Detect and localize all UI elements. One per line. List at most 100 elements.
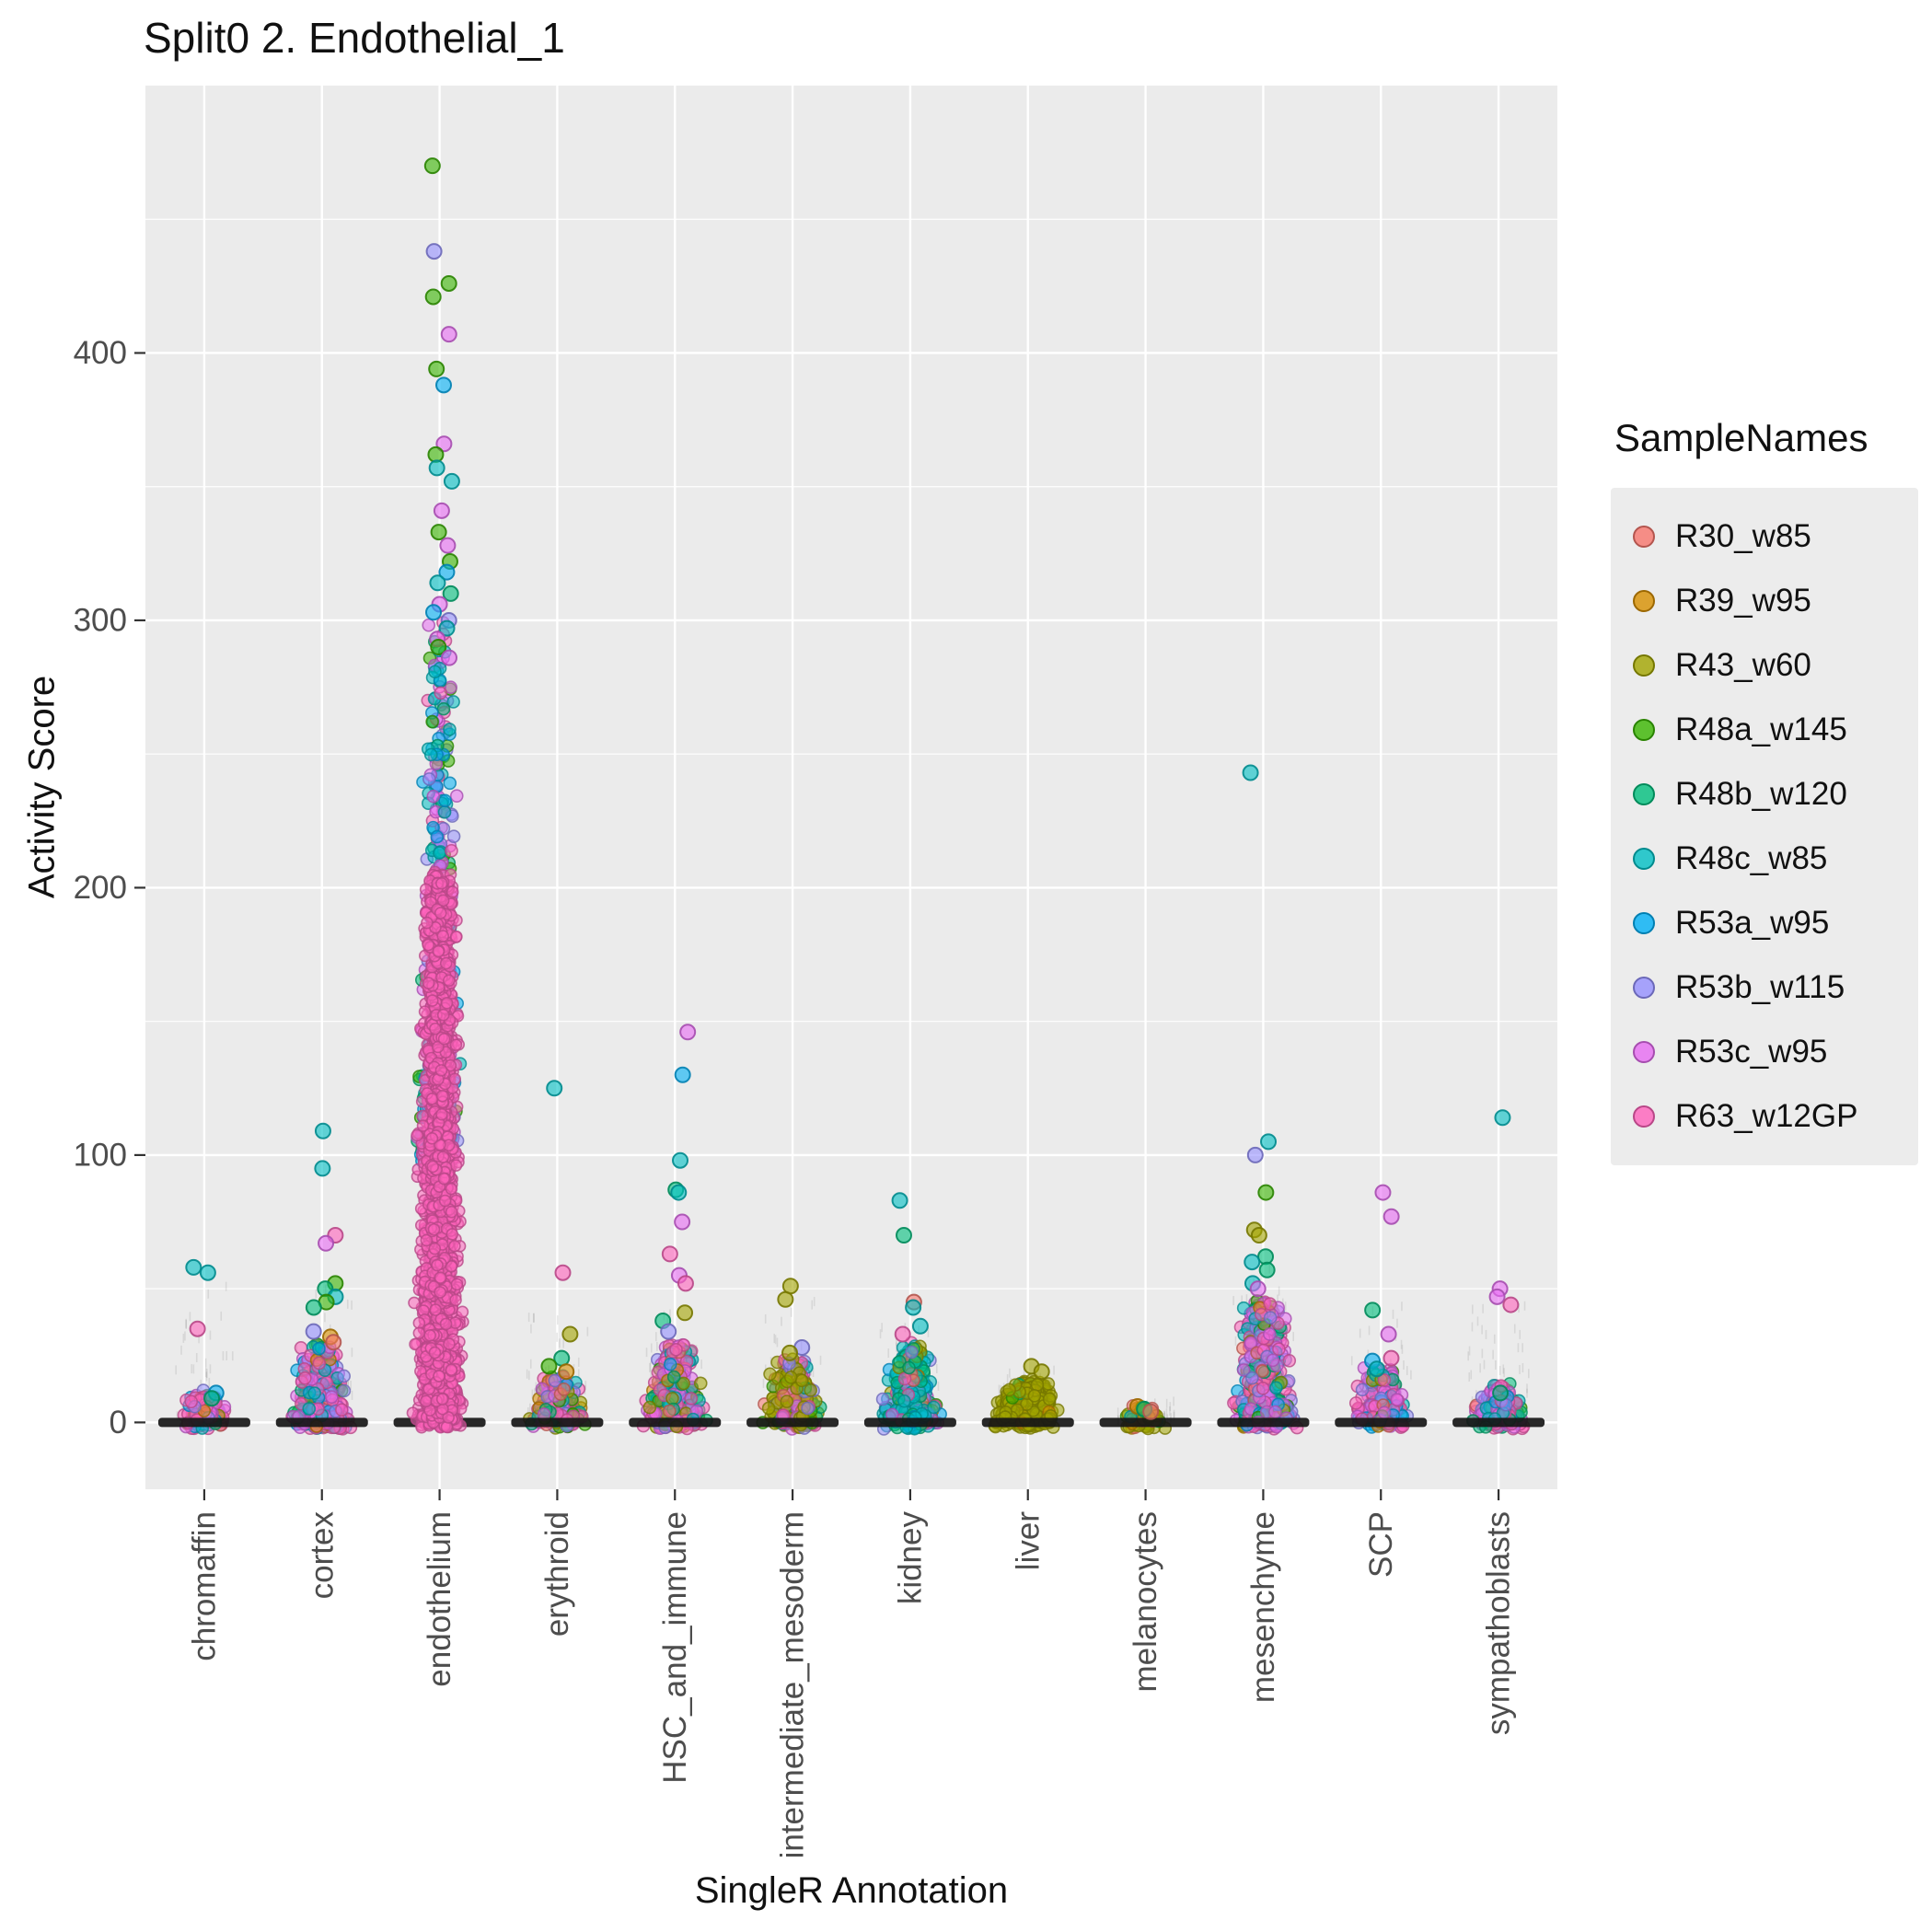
data-point	[435, 1089, 449, 1103]
outlier-point	[561, 1325, 579, 1343]
data-point	[449, 1038, 463, 1052]
data-point	[408, 1296, 421, 1310]
outlier-point	[425, 604, 443, 621]
outlier-point	[424, 288, 442, 306]
outlier-point	[674, 1066, 691, 1083]
outlier-point	[429, 574, 446, 592]
outlier-point	[440, 649, 457, 666]
data-point	[669, 1342, 683, 1357]
data-point	[337, 1369, 352, 1383]
outlier-point	[189, 1320, 206, 1337]
data-point	[902, 1360, 916, 1375]
x-tick-label: mesenchyme	[1245, 1511, 1281, 1703]
outlier-point	[546, 1080, 563, 1097]
baseline-band	[746, 1417, 839, 1428]
data-point	[421, 916, 434, 930]
outlier-point	[305, 1323, 322, 1340]
data-point	[422, 938, 435, 952]
baseline-band	[511, 1417, 604, 1428]
outlier-point	[440, 326, 457, 343]
data-point	[334, 1403, 349, 1417]
data-point	[448, 1239, 461, 1253]
data-point	[434, 877, 448, 890]
outlier-point	[660, 1323, 677, 1340]
data-point	[433, 1370, 445, 1382]
outlier-point	[894, 1325, 911, 1343]
data-point	[432, 944, 445, 958]
data-point	[442, 974, 456, 988]
data-point	[437, 1172, 451, 1186]
x-tick-label: cortex	[304, 1511, 340, 1600]
y-tick-label: 0	[110, 1405, 127, 1440]
data-point	[905, 1345, 919, 1359]
data-point	[428, 1346, 442, 1359]
outlier-point	[185, 1258, 202, 1276]
data-point	[783, 1371, 798, 1384]
outlier-point	[425, 243, 443, 260]
y-tick-label: 200	[74, 870, 127, 906]
data-point	[427, 1222, 441, 1236]
y-tick-label: 400	[74, 335, 127, 371]
data-point	[445, 843, 458, 858]
outlier-point	[679, 1024, 697, 1041]
data-point	[425, 994, 439, 1007]
data-point	[426, 789, 441, 804]
data-point	[801, 1401, 815, 1416]
data-point	[449, 1159, 463, 1172]
data-point	[445, 1363, 458, 1376]
outlier-point	[439, 537, 457, 554]
outlier-point	[430, 524, 447, 541]
data-point	[780, 1394, 794, 1408]
data-point	[437, 805, 452, 819]
data-point	[184, 1394, 199, 1409]
data-point	[438, 1194, 452, 1208]
data-point	[436, 894, 450, 908]
data-point	[337, 1383, 352, 1398]
data-point	[422, 772, 436, 786]
outlier-point	[203, 1390, 221, 1407]
data-point	[450, 1278, 464, 1291]
x-tick-label: chromaffin	[186, 1511, 222, 1661]
data-point	[423, 1329, 436, 1342]
data-point	[431, 1258, 444, 1272]
outlier-point	[911, 1317, 929, 1335]
data-point	[429, 1303, 442, 1316]
data-point	[423, 747, 438, 762]
data-point	[434, 1271, 447, 1284]
data-point	[666, 1370, 681, 1384]
data-point	[430, 829, 445, 844]
outlier-point	[540, 1358, 558, 1375]
data-point	[436, 1151, 450, 1163]
data-point	[445, 1182, 458, 1196]
outlier-point	[435, 376, 453, 394]
outlier-point	[433, 502, 450, 519]
baseline-band	[157, 1417, 250, 1428]
data-point	[761, 1401, 776, 1416]
data-point	[434, 907, 447, 920]
data-point	[693, 1376, 708, 1391]
x-tick-label: endothelium	[422, 1511, 457, 1687]
data-point	[434, 686, 448, 700]
data-point	[312, 1342, 326, 1356]
x-tick-label: melanocytes	[1128, 1511, 1163, 1692]
outlier-point	[428, 360, 445, 377]
data-point	[436, 701, 451, 716]
data-point	[428, 665, 442, 679]
outlier-point	[423, 157, 441, 175]
data-point	[684, 1392, 699, 1406]
outlier-point	[677, 1304, 694, 1322]
data-point	[307, 1386, 321, 1400]
outlier-point	[905, 1299, 922, 1316]
data-point	[298, 1371, 312, 1385]
data-point	[422, 977, 435, 989]
data-point	[439, 1317, 453, 1331]
data-point	[445, 1228, 459, 1241]
x-tick-label: erythroid	[539, 1511, 575, 1637]
data-point	[927, 1400, 941, 1415]
outlier-point	[427, 445, 445, 463]
data-point	[428, 1242, 442, 1255]
x-tick-label: HSC_and_immune	[657, 1511, 693, 1784]
data-point	[302, 1402, 317, 1416]
